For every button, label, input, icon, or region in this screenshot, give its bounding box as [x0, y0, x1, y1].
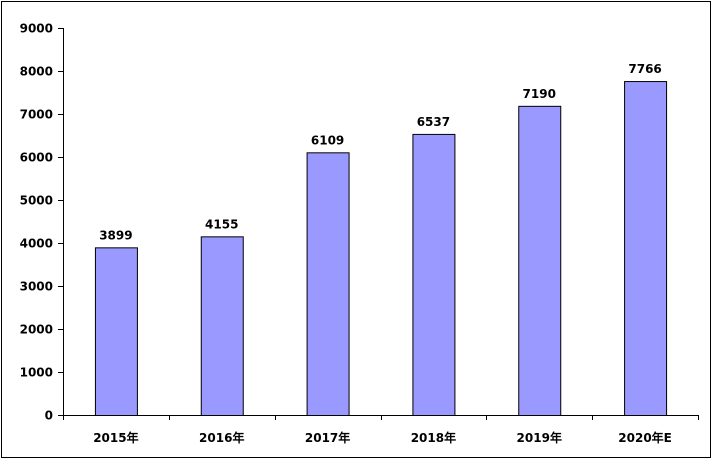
- x-axis-ticks: 2015年 2016年 2017年 2018年 2019年 2020年E: [63, 415, 699, 445]
- y-tick-label: 0: [45, 409, 53, 423]
- bar-value-label: 6109: [311, 133, 344, 147]
- y-tick-label: 9000: [20, 22, 53, 36]
- y-tick-label: 8000: [20, 65, 53, 79]
- bar: [624, 81, 668, 416]
- y-tick-label: 4000: [20, 237, 53, 251]
- bar: [94, 247, 138, 416]
- bar: [200, 236, 244, 416]
- x-tick-label: 2019年: [517, 430, 562, 445]
- bar-value-label: 7190: [523, 87, 556, 101]
- bar: [412, 133, 456, 416]
- data-labels: 3899 4155 6109 6537 7190 7766: [99, 62, 662, 242]
- x-tick-label: 2017年: [305, 430, 350, 445]
- bar-value-label: 4155: [205, 217, 238, 231]
- x-tick-label: 2016年: [199, 430, 244, 445]
- x-tick-label: 2018年: [411, 430, 456, 445]
- bar: [518, 105, 562, 417]
- x-tick-label: 2015年: [93, 430, 138, 445]
- bars: [94, 81, 668, 417]
- bar-value-label: 7766: [628, 62, 661, 76]
- y-tick-label: 6000: [20, 151, 53, 165]
- bar-value-label: 6537: [417, 115, 450, 129]
- y-tick-label: 7000: [20, 108, 53, 122]
- y-tick-label: 5000: [20, 194, 53, 208]
- bar-value-label: 3899: [99, 228, 132, 242]
- bar: [306, 152, 350, 417]
- y-tick-label: 1000: [20, 366, 53, 380]
- y-axis-ticks: 0 1000 2000 3000 4000 5000 6000 7000 8000 9000: [20, 22, 63, 423]
- y-tick-label: 3000: [20, 280, 53, 294]
- x-tick-label: 2020年E: [618, 430, 672, 445]
- y-tick-label: 2000: [20, 323, 53, 337]
